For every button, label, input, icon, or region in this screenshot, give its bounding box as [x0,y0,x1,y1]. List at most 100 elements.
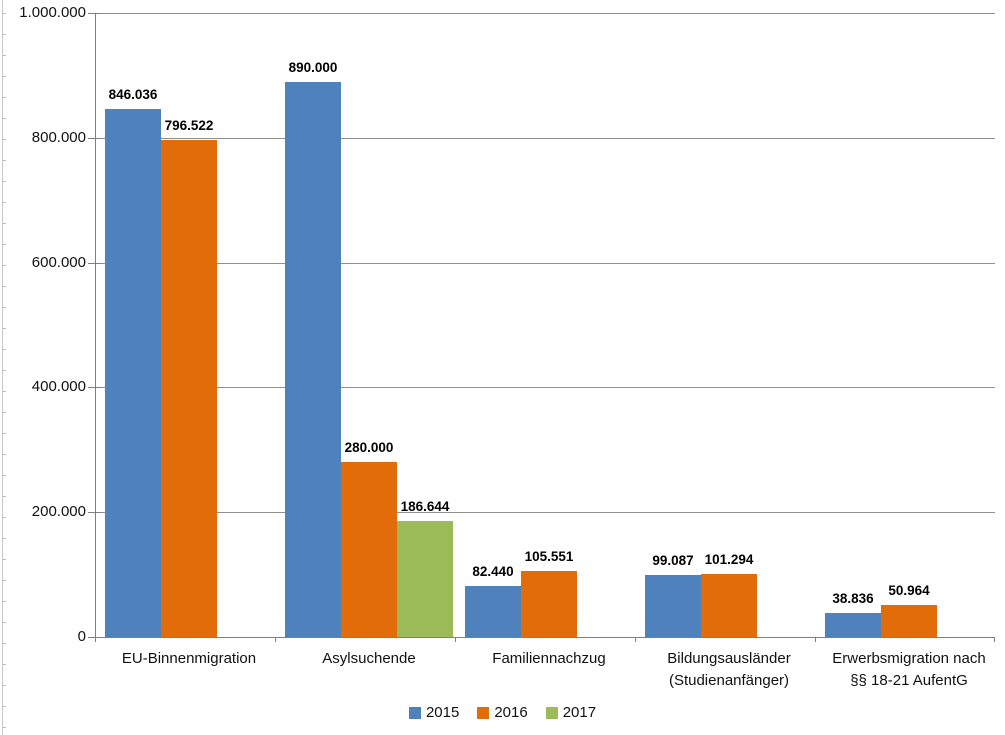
x-axis-category-label: Erwerbsmigration nach §§ 18-21 AufentG [832,650,986,689]
x-axis-tick [455,637,456,642]
worksheet-edge-tick [2,580,6,581]
gridline [95,263,995,264]
bar-2015-category-2 [285,82,341,637]
legend-label: 2016 [494,704,528,721]
worksheet-edge-tick [2,244,6,245]
x-axis-tick [95,637,96,642]
worksheet-edge-tick [2,517,6,518]
x-axis-category-label: EU-Binnenmigration [121,650,257,667]
legend-item-2016: 2016 [477,704,528,722]
worksheet-edge-tick [2,139,6,140]
worksheet-edge-tick [2,496,6,497]
worksheet-edge-tick [2,118,6,119]
worksheet-edge-tick [2,265,6,266]
bar-value-label: 82.440 [472,564,514,579]
worksheet-edge-tick [2,370,6,371]
worksheet-edge-tick [2,412,6,413]
worksheet-edge-tick [2,622,6,623]
worksheet-edge-tick [2,601,6,602]
y-axis-tick [88,387,101,388]
bar-2016-category-5 [881,605,937,637]
bar-2016-category-4 [701,574,757,637]
worksheet-edge-tick [2,664,6,665]
bar-value-label: 280.000 [344,440,394,455]
worksheet-edge-tick [2,181,6,182]
worksheet-edge-tick [2,55,6,56]
bar-2015-category-5 [825,613,881,637]
bar-value-label: 101.294 [704,552,754,567]
legend-marker-icon [408,707,421,719]
worksheet-edge-tick [2,685,6,686]
y-axis-tick [88,13,101,14]
bar-2016-category-2 [341,462,397,637]
worksheet-edge-tick [2,454,6,455]
x-axis-category-label: Bildungsausländer (Studienanfänger) [667,650,791,689]
bar-value-label: 186.644 [400,499,450,514]
bar-2015-category-4 [645,575,701,637]
bar-2017-category-2 [397,521,453,637]
bar-2015-category-3 [465,586,521,637]
gridline [95,387,995,388]
gridline [95,13,995,14]
bar-value-label: 38.836 [832,591,874,606]
worksheet-edge-tick [2,160,6,161]
worksheet-edge-tick [2,349,6,350]
y-axis-label: 400.000 [31,378,86,395]
bar-value-label: 846.036 [108,87,158,102]
gridline [95,138,995,139]
bar-value-label: 99.087 [652,553,694,568]
x-axis-category-label: Familiennachzug [492,650,606,667]
worksheet-edge-tick [2,76,6,77]
worksheet-edge-tick [2,307,6,308]
y-axis-label: 600.000 [31,254,86,271]
bar-value-label: 105.551 [524,549,574,564]
worksheet-edge-tick [2,328,6,329]
legend-item-2017: 2017 [545,704,597,722]
legend-label: 2017 [562,704,597,721]
x-axis-line [95,637,995,638]
y-axis-label: 800.000 [31,129,86,146]
worksheet-edge-tick [2,13,6,14]
bar-value-label: 796.522 [164,118,214,133]
legend-label: 2015 [425,704,460,721]
bar-2016-category-1 [161,140,217,637]
worksheet-edge-tick [2,286,6,287]
bar-2016-category-3 [521,571,577,637]
y-axis-tick [88,138,101,139]
legend: 2015 2016 2017 [0,704,1005,722]
worksheet-edge-tick [2,727,6,728]
worksheet-edge-tick [2,538,6,539]
y-axis-tick [88,263,101,264]
worksheet-edge-tick [2,706,6,707]
x-axis-tick [635,637,636,642]
y-axis-tick [88,512,101,513]
worksheet-edge-tick [2,643,6,644]
x-axis-tick [815,637,816,642]
worksheet-edge-tick [2,202,6,203]
bar-value-label: 50.964 [888,583,930,598]
y-axis-label: 200.000 [31,503,86,520]
bar-value-label: 890.000 [288,60,338,75]
worksheet-edge-tick [2,34,6,35]
y-axis-tick [88,637,101,638]
y-axis-label: 0 [77,628,86,645]
y-axis-line [95,13,96,637]
x-axis-tick [994,637,995,642]
worksheet-edge-tick [2,433,6,434]
legend-marker-icon [545,707,558,719]
gridline [95,512,995,513]
worksheet-edge-tick [2,559,6,560]
x-axis-category-label: Asylsuchende [322,650,416,667]
worksheet-edge-tick [2,475,6,476]
legend-marker-icon [477,707,490,719]
worksheet-edge-tick [2,223,6,224]
y-axis-label: 1.000.000 [19,4,86,21]
x-axis-tick [275,637,276,642]
worksheet-edge-tick [2,391,6,392]
legend-item-2015: 2015 [408,704,460,722]
worksheet-edge-tick [2,97,6,98]
bar-2015-category-1 [105,109,161,637]
worksheet-edge-artifact [2,0,6,735]
